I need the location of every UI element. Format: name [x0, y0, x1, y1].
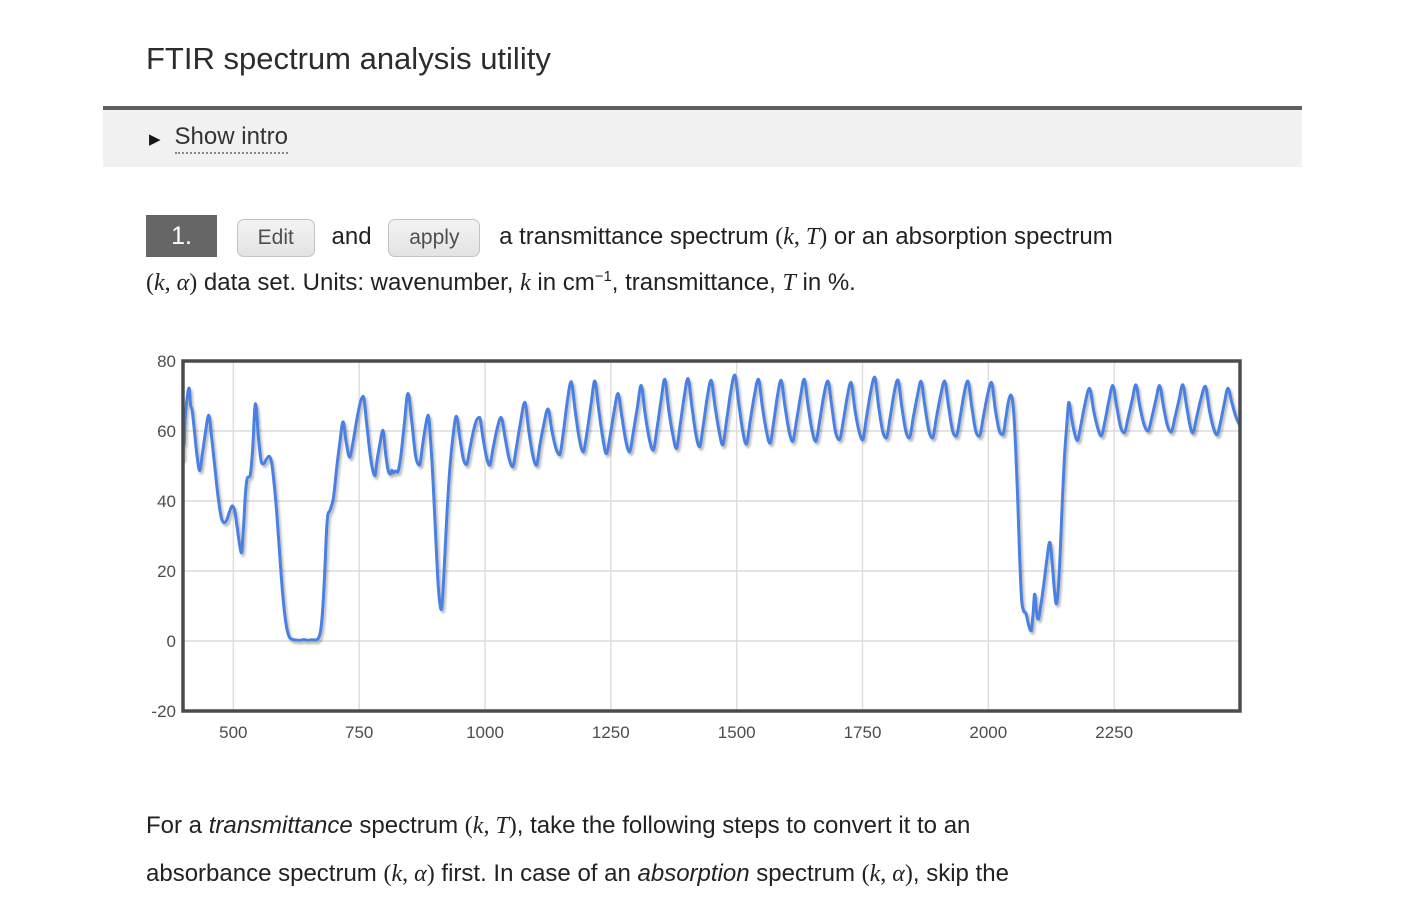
text-segment: or an absorption spectrum: [827, 223, 1113, 250]
page-title: FTIR spectrum analysis utility: [146, 41, 551, 76]
y-tick-label: 80: [157, 355, 176, 371]
text-segment: data set. Units: wavenumber,: [197, 269, 521, 296]
chart-plot-area[interactable]: [181, 359, 1242, 713]
step-1-paragraph: 1. Edit and apply a transmittance spectr…: [146, 214, 1238, 306]
step-number-badge: 1.: [146, 215, 217, 257]
text-segment: absorbance spectrum: [146, 860, 384, 887]
text-segment: in cm: [530, 269, 595, 296]
text-segment: ): [189, 270, 198, 296]
x-tick-label: 2000: [969, 723, 1007, 742]
x-tick-label: 1500: [718, 723, 756, 742]
text-segment: ): [426, 861, 435, 887]
text-segment: first. In case of an: [434, 860, 638, 887]
y-axis-tick-labels: -20 0 20 40 60 80: [151, 352, 176, 721]
x-tick-label: 1750: [844, 723, 882, 742]
spectrum-chart-canvas[interactable]: 500 750 1000 1250 1500 1750 2000 2250 -20 0 20 40 60…: [146, 352, 1246, 747]
text-segment: k: [869, 861, 881, 887]
x-tick-label: 1250: [592, 723, 630, 742]
text-segment: ): [904, 861, 913, 887]
edit-button[interactable]: Edit: [236, 219, 315, 257]
y-tick-label: 40: [157, 492, 176, 511]
chart-gridlines: [183, 360, 1240, 712]
text-segment: (: [861, 861, 870, 887]
text-segment: , transmittance,: [611, 269, 783, 296]
apply-button[interactable]: apply: [388, 219, 481, 257]
spectrum-line: [183, 373, 1240, 642]
text-segment: (: [383, 861, 392, 887]
text-segment: ,: [483, 813, 496, 839]
text-segment: ,: [402, 861, 415, 887]
text-segment: −1: [594, 269, 612, 285]
text-segment: k: [391, 861, 403, 887]
text-segment: , take the following steps to convert it…: [516, 812, 971, 839]
collapsed-arrow-icon: ▶: [149, 130, 161, 148]
text-segment: ,: [793, 224, 806, 250]
text-segment: α: [176, 270, 190, 296]
text-segment: , skip the: [912, 860, 1009, 887]
text-segment: (: [464, 813, 473, 839]
instructions-paragraph: For a transmittance spectrum (k, T), tak…: [146, 802, 1241, 898]
spectrum-chart: 500 750 1000 1250 1500 1750 2000 2250 -20 0 20 40 60…: [146, 352, 1246, 747]
text-segment: T: [805, 224, 820, 250]
show-intro-link[interactable]: Show intro: [174, 123, 288, 154]
text-segment: ): [508, 813, 517, 839]
text-segment: (: [775, 224, 784, 250]
text-segment: ,: [880, 861, 893, 887]
x-tick-label: 1000: [466, 723, 504, 742]
text-segment: spectrum: [749, 860, 862, 887]
y-tick-label: 60: [157, 422, 176, 441]
text-segment: a transmittance spectrum: [499, 223, 776, 250]
text-segment: ,: [164, 270, 177, 296]
x-tick-label: 2250: [1095, 723, 1133, 742]
y-tick-label: 20: [157, 562, 176, 581]
step-1-text: a transmittance spectrum (k, T) or an ab…: [146, 223, 1113, 296]
text-segment: transmittance: [208, 812, 353, 839]
y-tick-label: -20: [151, 702, 176, 721]
y-tick-label: 0: [167, 632, 176, 651]
text-segment: α: [892, 861, 905, 887]
text-segment: T: [495, 813, 509, 839]
text-segment: spectrum: [352, 812, 465, 839]
text-segment: k: [472, 813, 484, 839]
text-segment: k: [783, 224, 794, 250]
x-axis-tick-labels: 500 750 1000 1250 1500 1750 2000 2250: [219, 723, 1133, 742]
chart-series-area: [183, 373, 1240, 642]
intro-toggle-bar[interactable]: ▶ Show intro: [103, 106, 1302, 167]
text-segment: ): [819, 224, 828, 250]
text-segment: k: [154, 270, 165, 296]
x-tick-label: 750: [345, 723, 373, 742]
text-segment: in %.: [795, 269, 856, 296]
text-segment: For a: [146, 812, 209, 839]
text-segment: absorption: [637, 860, 750, 887]
and-text: and: [331, 223, 372, 250]
text-segment: (: [146, 270, 154, 296]
text-segment: k: [520, 270, 531, 296]
text-segment: α: [414, 861, 427, 887]
text-segment: T: [782, 270, 796, 296]
x-tick-label: 500: [219, 723, 247, 742]
